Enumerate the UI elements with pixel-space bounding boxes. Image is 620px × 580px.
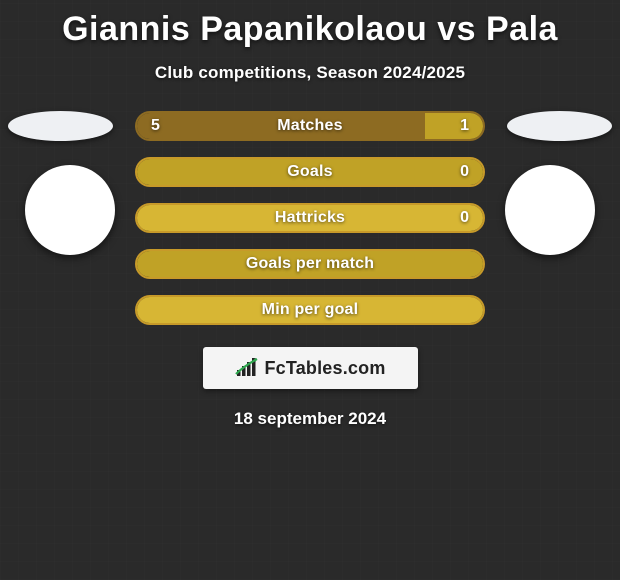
player-avatar-left — [8, 111, 113, 141]
stat-value-left: 5 — [151, 113, 160, 139]
bar-chart-icon — [234, 356, 262, 380]
stat-row-hattricks: Hattricks 0 — [135, 203, 485, 233]
player-avatar-right — [507, 111, 612, 141]
brand-text: FcTables.com — [264, 358, 385, 379]
season-subtitle: Club competitions, Season 2024/2025 — [0, 63, 620, 83]
stat-label: Hattricks — [137, 205, 483, 231]
stat-row-min-per-goal: Min per goal — [135, 295, 485, 325]
page-title: Giannis Papanikolaou vs Pala — [0, 0, 620, 49]
stat-value-right: 0 — [460, 205, 469, 231]
stat-row-matches: 5 Matches 1 — [135, 111, 485, 141]
comparison-main: ÇAYKUR RİZESPOR KULÜBÜ 1953 ÇAYKUR RİZES… — [0, 111, 620, 429]
stat-label: Goals per match — [137, 251, 483, 277]
stat-label: Goals — [137, 159, 483, 185]
club-badge-left: ÇAYKUR RİZESPOR KULÜBÜ 1953 — [20, 165, 120, 255]
stat-value-right: 0 — [460, 159, 469, 185]
stat-row-goals: Goals 0 — [135, 157, 485, 187]
brand-box: FcTables.com — [203, 347, 418, 389]
stat-value-right: 1 — [460, 113, 469, 139]
club-badge-right: ÇAYKUR RİZESPOR KULÜBÜ 1953 — [500, 165, 600, 255]
stat-label: Matches — [137, 113, 483, 139]
stat-rows: 5 Matches 1 Goals 0 Hattricks 0 Goals pe… — [135, 111, 485, 325]
date-text: 18 september 2024 — [0, 409, 620, 429]
stat-label: Min per goal — [137, 297, 483, 323]
stat-row-goals-per-match: Goals per match — [135, 249, 485, 279]
